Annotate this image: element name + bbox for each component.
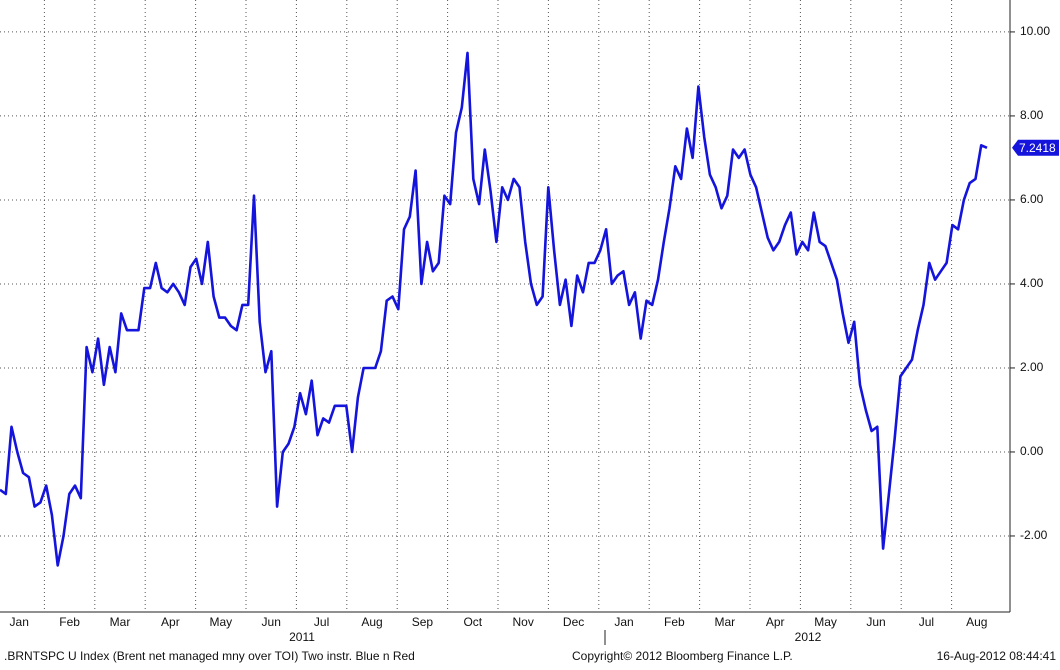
y-tick-label: 6.00 bbox=[1020, 192, 1044, 206]
x-tick-label: Feb bbox=[664, 615, 685, 629]
footer-index: .BRNTSPC U Index (Brent net managed mny … bbox=[4, 649, 415, 663]
y-tick-label: 0.00 bbox=[1020, 444, 1044, 458]
x-tick-label: Jan bbox=[10, 615, 29, 629]
x-tick-label: Jan bbox=[614, 615, 633, 629]
x-tick-label: Nov bbox=[513, 615, 534, 629]
y-tick-label: 8.00 bbox=[1020, 108, 1044, 122]
x-tick-label: Dec bbox=[563, 615, 584, 629]
footer-timestamp: 16-Aug-2012 08:44:41 bbox=[937, 649, 1057, 663]
footer-copyright: Copyright© 2012 Bloomberg Finance L.P. bbox=[572, 649, 793, 663]
x-tick-label: Mar bbox=[110, 615, 131, 629]
y-tick-label: -2.00 bbox=[1020, 528, 1048, 542]
x-tick-label: Sep bbox=[412, 615, 434, 629]
x-tick-label: Apr bbox=[161, 615, 180, 629]
x-tick-label: Jun bbox=[262, 615, 281, 629]
y-tick-label: 4.00 bbox=[1020, 276, 1044, 290]
x-tick-label: Jun bbox=[866, 615, 885, 629]
x-tick-label: Aug bbox=[361, 615, 382, 629]
x-tick-label: Jul bbox=[919, 615, 934, 629]
y-tick-label: 10.00 bbox=[1020, 24, 1050, 38]
x-tick-label: May bbox=[209, 615, 232, 629]
last-value-tag bbox=[1012, 139, 1059, 156]
line-series bbox=[0, 51, 988, 567]
year-label: 2012 bbox=[795, 630, 822, 644]
x-tick-label: Feb bbox=[59, 615, 80, 629]
year-label: 2011 bbox=[289, 630, 315, 644]
x-tick-label: Mar bbox=[714, 615, 735, 629]
x-tick-label: May bbox=[814, 615, 837, 629]
x-tick-label: Jul bbox=[314, 615, 329, 629]
x-tick-label: Apr bbox=[766, 615, 785, 629]
y-tick-label: 2.00 bbox=[1020, 360, 1044, 374]
x-tick-label: Oct bbox=[463, 615, 482, 629]
x-tick-label: Aug bbox=[966, 615, 987, 629]
last-value-label: 7.2418 bbox=[1019, 141, 1056, 155]
